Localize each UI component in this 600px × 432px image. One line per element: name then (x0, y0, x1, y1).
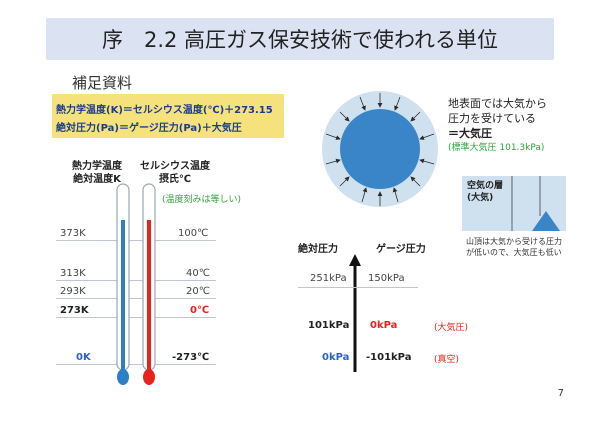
kelvin-header-line1: 熱力学温度 (72, 161, 122, 172)
page-title: 序 2.2 高圧ガス保安技術で使われる単位 (101, 28, 499, 52)
rule-273 (56, 317, 216, 318)
gauge-0: 0kPa (370, 320, 398, 331)
pressure-axis-arrow (349, 254, 361, 372)
celsius-100: 100℃ (178, 228, 209, 239)
celsius-header-line2: 摂氏℃ (158, 174, 192, 185)
earth-atmosphere-diagram (322, 91, 438, 207)
earth-desc-line2: 圧力を受けている (448, 112, 536, 125)
air-caption-line2: が低いので、大気圧も低い (466, 248, 562, 257)
gauge-pressure-header: ゲージ圧力 (376, 244, 426, 255)
rule-313 (56, 280, 216, 281)
pressure-rule-251 (298, 287, 418, 288)
page-number: 7 (557, 388, 564, 399)
kelvin-0: 0K (76, 352, 91, 363)
celsius-header: セルシウス温度 摂氏℃ (140, 160, 210, 186)
mountain-peak (388, 111, 400, 119)
pressure-arrows (325, 93, 435, 206)
equals-sign: ＝ (448, 127, 459, 140)
title-banner: 序 2.2 高圧ガス保安技術で使われる単位 (46, 18, 554, 60)
celsius-minus273: -273℃ (172, 352, 210, 363)
kelvin-thermometer (116, 183, 130, 385)
air-layer-label-line2: (大気) (467, 193, 494, 203)
kelvin-header-line2: 絶対温度K (73, 174, 121, 185)
gauge-150: 150kPa (368, 273, 405, 284)
vacuum-note: (真空) (434, 355, 460, 365)
abs-0: 0kPa (322, 352, 350, 363)
gauge-minus101: -101kPa (366, 352, 412, 363)
celsius-20: 20℃ (186, 286, 210, 297)
air-layer-label: 空気の層 (大気) (467, 180, 503, 204)
rule-293 (56, 298, 216, 299)
formula-box: 熱力学温度(K)＝セルシウス温度(℃)＋273.15 絶対圧力(Pa)＝ゲージ圧… (52, 94, 284, 138)
earth-desc-line3: ＝大気圧 (448, 126, 547, 141)
formula-temperature: 熱力学温度(K)＝セルシウス温度(℃)＋273.15 (56, 105, 273, 116)
kelvin-header: 熱力学温度 絶対温度K (72, 160, 122, 186)
celsius-thermometer (142, 183, 156, 385)
celsius-header-line1: セルシウス温度 (140, 161, 210, 172)
supplement-heading: 補足資料 (72, 74, 133, 92)
air-layer-label-line1: 空気の層 (467, 181, 504, 191)
formula-pressure: 絶対圧力(Pa)＝ゲージ圧力(Pa)＋大気圧 (56, 123, 242, 134)
air-caption-line1: 山頂は大気から受ける圧力 (466, 237, 562, 246)
scale-note: (温度刻みは等しい) (162, 195, 242, 205)
atmospheric-note: (大気圧) (434, 323, 469, 333)
mountain-icon (532, 211, 560, 231)
earth-description: 地表面では大気から 圧力を受けている ＝大気圧 (標準大気圧 101.3kPa) (448, 96, 547, 156)
air-caption: 山頂は大気から受ける圧力 が低いので、大気圧も低い (466, 236, 562, 258)
celsius-0: 0℃ (190, 305, 210, 316)
atmospheric-pressure-term: 大気圧 (459, 127, 492, 140)
air-layer-diagram (511, 176, 560, 231)
rule-0 (56, 364, 216, 365)
rule-373 (56, 240, 216, 241)
earth-desc-line1: 地表面では大気から (448, 97, 547, 110)
earth-globe (340, 109, 420, 189)
abs-101: 101kPa (308, 320, 350, 331)
kelvin-313: 313K (60, 268, 86, 279)
kelvin-373: 373K (60, 228, 86, 239)
kelvin-293: 293K (60, 286, 86, 297)
abs-251: 251kPa (310, 273, 347, 284)
thermometers (116, 183, 156, 385)
celsius-40: 40℃ (186, 268, 210, 279)
kelvin-273: 273K (60, 305, 89, 316)
air-layer-lines (511, 176, 541, 231)
standard-pressure: (標準大気圧 101.3kPa) (448, 143, 545, 153)
absolute-pressure-header: 絶対圧力 (298, 244, 338, 255)
